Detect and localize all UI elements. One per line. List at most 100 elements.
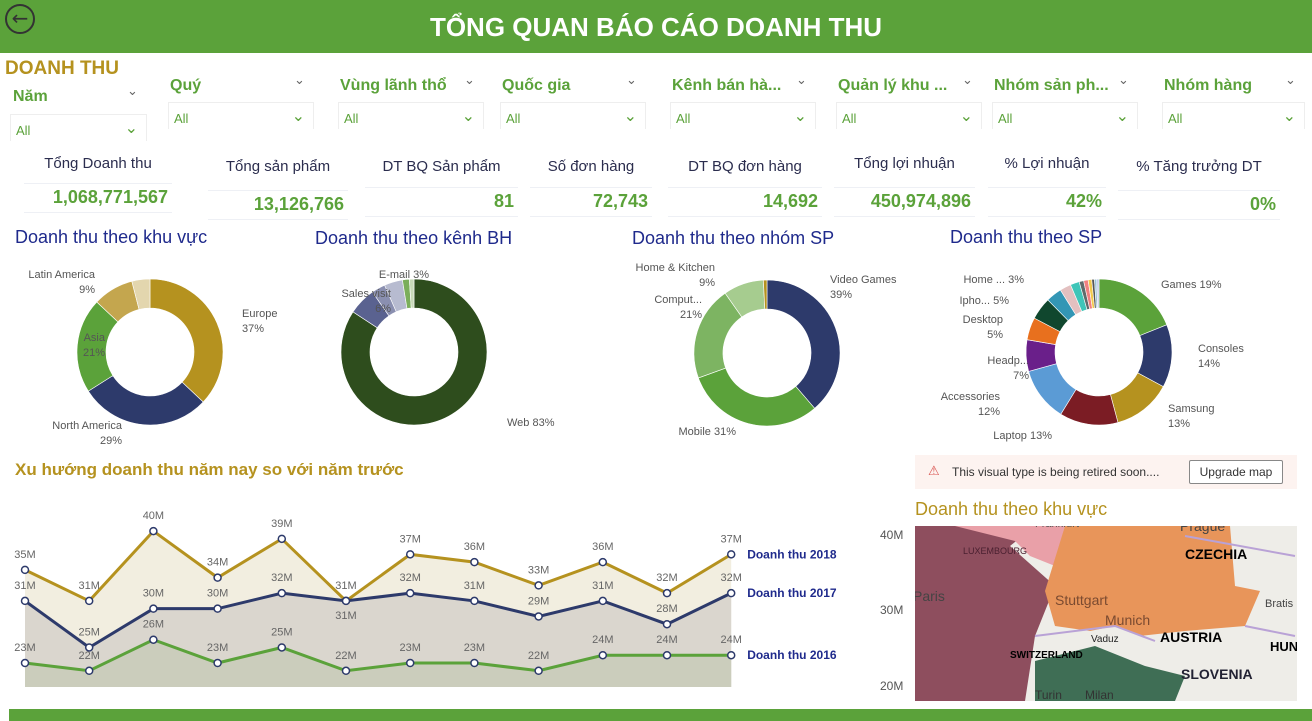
map-place-label: HUN <box>1270 639 1297 654</box>
chevron-down-icon[interactable]: ⌄ <box>127 84 138 99</box>
donut-slice-other3[interactable] <box>409 278 415 309</box>
donut-title-product: Doanh thu theo SP <box>950 227 1103 247</box>
data-point[interactable] <box>405 658 415 668</box>
data-point[interactable] <box>213 658 222 668</box>
slicer-label-5: Quản lý khu ... <box>838 77 948 94</box>
data-point[interactable] <box>405 550 415 559</box>
data-point[interactable] <box>341 596 351 606</box>
slicer-label-3: Quốc gia <box>502 77 571 94</box>
data-point[interactable] <box>470 658 479 668</box>
data-point[interactable] <box>84 596 94 606</box>
slice-percent: 21% <box>679 309 702 321</box>
kpi-value: 0% <box>1118 190 1280 220</box>
donut-label: Mobile 31% <box>679 425 736 440</box>
slicer-dropdown-7[interactable]: All ⌄ <box>1162 102 1305 129</box>
kpi-label: DT BQ Sản phẩm <box>382 158 501 175</box>
data-point[interactable] <box>341 666 351 676</box>
data-label: 31M <box>335 580 356 592</box>
region-map[interactable]: LUXEMBOURG CZECHIA Stuttgart Munich AUSTRIA S… <box>915 526 1297 701</box>
data-point[interactable] <box>20 596 30 606</box>
data-point[interactable] <box>662 650 672 660</box>
data-point[interactable] <box>662 588 672 598</box>
data-point[interactable] <box>598 650 608 660</box>
donut-label: Comput... 21% <box>654 293 702 323</box>
slice-percent: 21% <box>82 347 105 359</box>
header-bar <box>0 0 1312 53</box>
data-point[interactable] <box>149 526 158 536</box>
data-point[interactable] <box>534 581 543 590</box>
slicer-dropdown-1[interactable]: All ⌄ <box>168 102 314 129</box>
slice-percent: 13% <box>1168 418 1191 430</box>
chevron-down-icon[interactable]: ⌄ <box>626 73 637 88</box>
donut-slice-mobile[interactable] <box>698 367 816 427</box>
map-region-germany <box>1045 526 1260 636</box>
donut-slice-video-games[interactable] <box>766 279 841 409</box>
data-point[interactable] <box>149 604 158 613</box>
map-place-label: Frankfurt <box>1035 526 1079 531</box>
data-point[interactable] <box>20 658 30 668</box>
chevron-down-icon[interactable]: ⌄ <box>796 73 807 88</box>
data-point[interactable] <box>534 612 543 621</box>
data-point[interactable] <box>726 588 736 598</box>
data-point[interactable] <box>277 588 287 598</box>
data-point[interactable] <box>213 604 222 613</box>
slicer-dropdown-4[interactable]: All ⌄ <box>670 102 816 129</box>
slice-percent: 9% <box>699 277 715 289</box>
data-point[interactable] <box>149 635 158 644</box>
slicer-dropdown-6[interactable]: All ⌄ <box>992 102 1138 129</box>
data-point[interactable] <box>84 643 94 652</box>
donut-slice-o8[interactable] <box>1096 278 1100 309</box>
slicer-dropdown-5[interactable]: All ⌄ <box>836 102 982 129</box>
slicer-value: All <box>174 111 189 126</box>
data-point[interactable] <box>277 534 287 544</box>
kpi-value: 81 <box>365 187 518 217</box>
data-point[interactable] <box>277 643 287 652</box>
donut-slice-other[interactable] <box>763 279 768 310</box>
kpi-value: 14,692 <box>668 187 822 217</box>
slice-label: Laptop 13% <box>993 430 1052 442</box>
chevron-down-icon[interactable]: ⌄ <box>1285 73 1296 88</box>
data-point[interactable] <box>726 550 736 559</box>
series-label: Doanh thu 2017 <box>747 586 837 600</box>
data-point[interactable] <box>598 596 608 606</box>
data-point[interactable] <box>598 557 608 567</box>
chevron-down-icon: ⌄ <box>793 108 807 125</box>
donut-label: Sales visit 6% <box>341 287 391 317</box>
slicer-dropdown-0[interactable]: All ⌄ <box>10 114 147 141</box>
data-label: 39M <box>271 518 292 530</box>
slice-label: Home ... 3% <box>963 274 1024 286</box>
chevron-down-icon[interactable]: ⌄ <box>464 73 475 88</box>
map-roads <box>1034 535 1296 642</box>
data-point[interactable] <box>662 619 672 629</box>
chevron-down-icon[interactable]: ⌄ <box>1118 73 1129 88</box>
data-point[interactable] <box>84 666 94 676</box>
donut-slice-games[interactable] <box>1098 278 1168 336</box>
data-point[interactable] <box>534 666 543 676</box>
data-point[interactable] <box>470 557 479 567</box>
slicer-dropdown-3[interactable]: All ⌄ <box>500 102 646 129</box>
slicer-dropdown-2[interactable]: All ⌄ <box>338 102 484 129</box>
data-point[interactable] <box>405 588 415 598</box>
data-point[interactable] <box>470 596 479 606</box>
trend-line-chart: 35M 31M 40M 34M 39M 31M 37M 36M 33M 36M 32M 37M Doan… <box>14 510 837 687</box>
chevron-down-icon[interactable]: ⌄ <box>294 73 305 88</box>
footer-bar <box>9 709 1312 721</box>
data-point[interactable] <box>213 573 222 582</box>
donut-slice-web[interactable] <box>340 278 488 426</box>
data-label: 31M <box>464 580 485 592</box>
donut-slice-europe[interactable] <box>149 278 224 403</box>
data-label: 23M <box>14 642 35 654</box>
donut-slice-other[interactable] <box>131 278 151 310</box>
data-point[interactable] <box>726 650 736 660</box>
data-label: 31M <box>592 580 613 592</box>
map-place-label: SLOVENIA <box>1181 666 1253 682</box>
warning-text: This visual type is being retired soon..… <box>952 465 1160 479</box>
donut-label: Web 83% <box>507 416 555 431</box>
data-label: 37M <box>399 533 420 545</box>
chevron-down-icon[interactable]: ⌄ <box>962 73 973 88</box>
data-point[interactable] <box>20 565 30 575</box>
data-label: 24M <box>656 634 677 646</box>
data-label: 30M <box>207 588 228 600</box>
back-button[interactable]: ← <box>5 4 35 34</box>
upgrade-map-button[interactable]: Upgrade map <box>1189 460 1283 484</box>
